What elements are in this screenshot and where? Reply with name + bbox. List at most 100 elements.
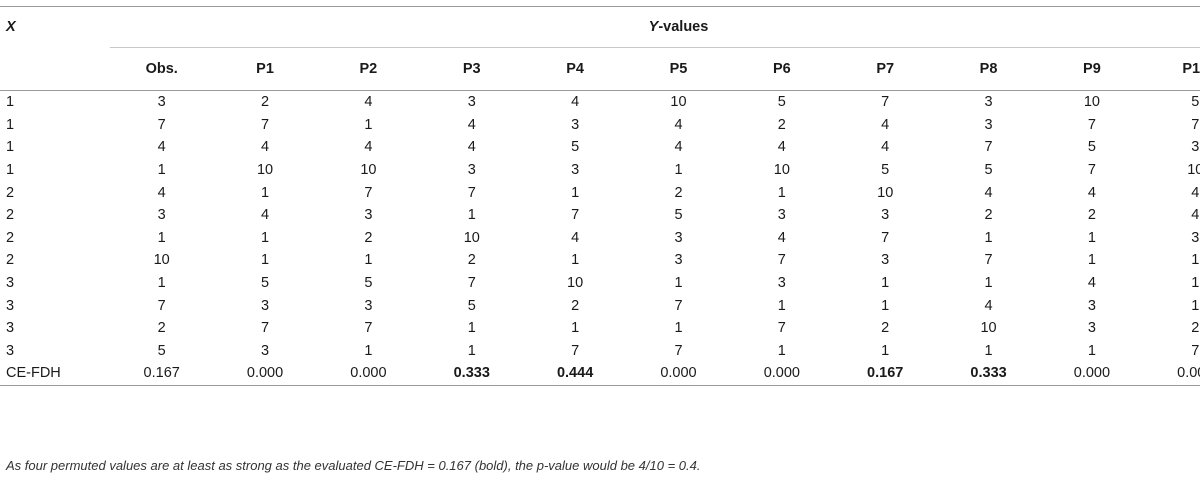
value-cell: 1: [1191, 252, 1200, 269]
value-cell: 1: [364, 252, 373, 269]
summary-value-cell: 0.000: [1177, 365, 1200, 382]
value-cell: 5: [157, 342, 166, 359]
value-cell: 3: [261, 342, 270, 359]
summary-value-cell: 0.000: [1073, 365, 1111, 382]
value-cell: 1: [984, 229, 993, 246]
value-cell: 7: [157, 116, 166, 133]
value-cell: 7: [1191, 342, 1200, 359]
table-row: 1 1 10 10 3 3 1 10 5 5 7 10: [0, 159, 1200, 182]
value-cell: 7: [1087, 116, 1096, 133]
value-cell: 5: [571, 139, 580, 156]
value-cell: 2: [157, 320, 166, 337]
table-row: 3 2 7 7 1 1 1 7 2 10 3 2: [0, 317, 1200, 340]
value-cell: 7: [674, 342, 683, 359]
value-cell: 4: [984, 297, 993, 314]
summary-label: CE-FDH: [6, 365, 61, 382]
value-cell: 2: [777, 116, 786, 133]
value-cell: 4: [364, 139, 373, 156]
column-header: P3: [420, 47, 524, 91]
value-cell: 4: [984, 184, 993, 201]
column-header: P7: [833, 47, 937, 91]
value-cell: 7: [571, 207, 580, 224]
value-cell: 2: [571, 297, 580, 314]
value-cell: 7: [571, 342, 580, 359]
summary-value-cell: 0.444: [556, 365, 594, 382]
value-cell: 10: [773, 162, 790, 179]
value-cell: 10: [877, 184, 894, 201]
x-cell: 2: [6, 252, 15, 269]
value-cell: 4: [261, 139, 270, 156]
value-cell: 3: [1191, 229, 1200, 246]
value-cell: 4: [157, 184, 166, 201]
value-cell: 4: [1087, 184, 1096, 201]
value-cell: 3: [674, 229, 683, 246]
value-cell: 10: [670, 94, 687, 111]
column-header: P8: [936, 47, 1041, 91]
column-header: P6: [730, 47, 834, 91]
value-cell: 4: [467, 139, 476, 156]
value-cell: 7: [364, 320, 373, 337]
column-header: Obs.: [110, 47, 214, 91]
summary-value-cell: 0.167: [867, 365, 904, 382]
value-cell: 1: [364, 116, 373, 133]
value-cell: 1: [674, 275, 683, 292]
column-header: P10: [1143, 47, 1200, 91]
value-cell: 1: [571, 320, 580, 337]
x-cell: 1: [6, 94, 15, 111]
x-cell: 2: [6, 184, 15, 201]
column-header: P1: [213, 47, 317, 91]
value-cell: 3: [674, 252, 683, 269]
table-row: 3 5 3 1 1 7 7 1 1 1 1 7: [0, 340, 1200, 363]
value-cell: 7: [674, 297, 683, 314]
value-cell: 5: [467, 297, 476, 314]
value-cell: 4: [1191, 184, 1200, 201]
value-cell: 4: [881, 116, 890, 133]
value-cell: 1: [777, 297, 786, 314]
value-cell: 1: [261, 229, 270, 246]
value-cell: 7: [467, 184, 476, 201]
value-cell: 3: [777, 275, 786, 292]
value-cell: 1: [1191, 297, 1200, 314]
value-cell: 2: [984, 207, 993, 224]
value-cell: 1: [1087, 252, 1096, 269]
x-column-header: X: [6, 19, 16, 36]
value-cell: 5: [984, 162, 993, 179]
value-cell: 4: [157, 139, 166, 156]
value-cell: 4: [1191, 207, 1200, 224]
column-header: P2: [316, 47, 421, 91]
value-cell: 4: [571, 229, 580, 246]
value-cell: 5: [777, 94, 786, 111]
value-cell: 5: [364, 275, 373, 292]
value-cell: 4: [777, 229, 786, 246]
value-cell: 7: [157, 297, 166, 314]
summary-value-cell: 0.000: [246, 365, 284, 382]
value-cell: 1: [261, 184, 270, 201]
column-header: P4: [523, 47, 627, 91]
table-row: 1 3 2 4 3 4 10 5 7 3 10 5: [0, 91, 1200, 114]
value-cell: 7: [881, 94, 890, 111]
value-cell: 2: [881, 320, 890, 337]
value-cell: 1: [1087, 342, 1096, 359]
value-cell: 1: [157, 275, 166, 292]
value-cell: 10: [360, 162, 377, 179]
value-cell: 7: [261, 320, 270, 337]
value-cell: 3: [467, 94, 476, 111]
value-cell: 3: [1087, 320, 1096, 337]
table-footnote: As four permuted values are at least as …: [6, 458, 701, 473]
x-cell: 3: [6, 320, 15, 337]
value-cell: 3: [364, 207, 373, 224]
value-cell: 3: [157, 94, 166, 111]
summary-value-cell: 0.167: [143, 365, 180, 382]
value-cell: 4: [571, 94, 580, 111]
value-cell: 1: [984, 342, 993, 359]
value-cell: 10: [256, 162, 274, 179]
value-cell: 5: [1191, 94, 1200, 111]
table-row: 1 7 7 1 4 3 4 2 4 3 7 7: [0, 114, 1200, 137]
column-header: P5: [626, 47, 731, 91]
x-cell: 1: [6, 116, 15, 133]
y-header-suffix: -values: [658, 19, 709, 35]
x-cell: 3: [6, 275, 15, 292]
value-cell: 4: [674, 116, 683, 133]
value-cell: 5: [261, 275, 270, 292]
value-cell: 1: [571, 252, 580, 269]
